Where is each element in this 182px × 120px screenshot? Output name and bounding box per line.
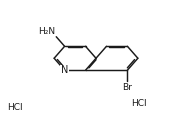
Text: HCl: HCl [7, 103, 23, 113]
Text: N: N [61, 65, 68, 75]
Text: HCl: HCl [131, 99, 147, 108]
Text: H₂N: H₂N [38, 27, 55, 36]
Text: Br: Br [122, 83, 132, 92]
